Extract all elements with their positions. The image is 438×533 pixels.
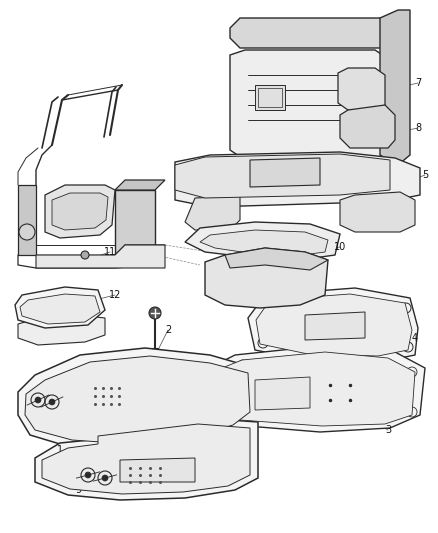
Polygon shape bbox=[305, 312, 365, 340]
Text: 6: 6 bbox=[215, 267, 221, 277]
Polygon shape bbox=[230, 18, 390, 48]
Polygon shape bbox=[248, 288, 418, 362]
Polygon shape bbox=[18, 315, 105, 345]
Polygon shape bbox=[120, 458, 195, 482]
Circle shape bbox=[102, 475, 108, 481]
Polygon shape bbox=[255, 377, 310, 410]
Polygon shape bbox=[230, 50, 390, 160]
Polygon shape bbox=[20, 294, 100, 324]
Polygon shape bbox=[45, 185, 115, 238]
Polygon shape bbox=[18, 348, 258, 452]
Polygon shape bbox=[115, 190, 155, 255]
Polygon shape bbox=[225, 248, 328, 270]
Circle shape bbox=[357, 85, 367, 95]
Circle shape bbox=[35, 397, 41, 403]
Circle shape bbox=[81, 251, 89, 259]
Circle shape bbox=[49, 399, 55, 405]
Polygon shape bbox=[115, 180, 165, 190]
Circle shape bbox=[19, 224, 35, 240]
Polygon shape bbox=[212, 352, 415, 426]
Text: 8: 8 bbox=[415, 123, 421, 133]
Polygon shape bbox=[340, 105, 395, 148]
Polygon shape bbox=[25, 356, 250, 444]
Polygon shape bbox=[35, 418, 258, 500]
Text: 12: 12 bbox=[109, 290, 121, 300]
Polygon shape bbox=[340, 192, 415, 232]
Text: 1: 1 bbox=[57, 445, 63, 455]
Polygon shape bbox=[115, 245, 165, 255]
Polygon shape bbox=[205, 345, 425, 432]
Polygon shape bbox=[52, 193, 108, 230]
Polygon shape bbox=[18, 185, 36, 255]
Text: 2: 2 bbox=[165, 325, 171, 335]
Polygon shape bbox=[15, 287, 105, 328]
Text: 9: 9 bbox=[27, 410, 33, 420]
Text: 10: 10 bbox=[334, 242, 346, 252]
Polygon shape bbox=[255, 85, 285, 110]
Polygon shape bbox=[338, 68, 385, 110]
Text: 7: 7 bbox=[415, 78, 421, 88]
Text: 9: 9 bbox=[75, 485, 81, 495]
Polygon shape bbox=[185, 196, 240, 230]
Polygon shape bbox=[42, 424, 250, 494]
Polygon shape bbox=[205, 248, 328, 308]
Circle shape bbox=[85, 472, 91, 478]
Polygon shape bbox=[250, 158, 320, 187]
Text: 11: 11 bbox=[104, 247, 116, 257]
Polygon shape bbox=[380, 10, 410, 165]
Polygon shape bbox=[36, 245, 165, 268]
Text: pp: pp bbox=[274, 275, 283, 281]
Circle shape bbox=[149, 307, 161, 319]
Polygon shape bbox=[256, 294, 412, 356]
Polygon shape bbox=[175, 154, 390, 198]
Circle shape bbox=[366, 136, 374, 144]
Polygon shape bbox=[185, 222, 340, 260]
Text: 4: 4 bbox=[412, 333, 418, 343]
Text: 5: 5 bbox=[422, 170, 428, 180]
Text: 3: 3 bbox=[385, 425, 391, 435]
Polygon shape bbox=[175, 152, 420, 207]
Polygon shape bbox=[200, 230, 328, 256]
